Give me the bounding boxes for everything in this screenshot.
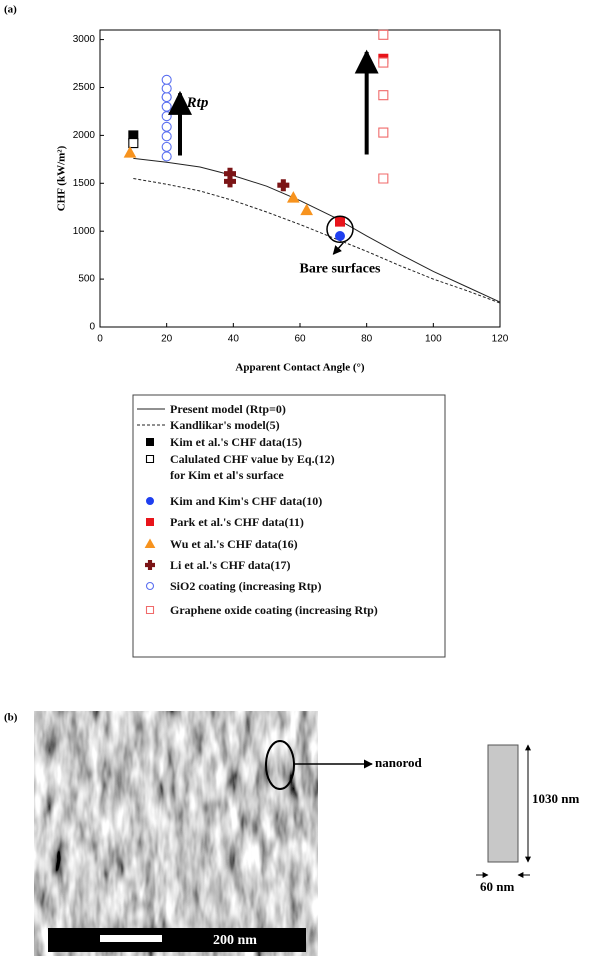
y-tick-label: 3000: [73, 34, 96, 45]
legend-marker: [146, 438, 154, 446]
point: [123, 146, 137, 158]
scale-bar: [100, 935, 162, 942]
x-tick-label: 120: [492, 334, 509, 345]
scale-label: 200 nm: [213, 933, 257, 948]
bare-circle: [326, 215, 354, 244]
point: [286, 191, 300, 203]
nanorod-label: nanorod: [375, 755, 422, 770]
legend-marker: [145, 581, 155, 591]
panel-label: (b): [4, 712, 18, 724]
model-line: [133, 157, 501, 303]
point: [300, 203, 314, 216]
width-label: 60 nm: [480, 879, 514, 894]
model-line: [133, 178, 501, 304]
point: [378, 57, 389, 68]
y-tick-label: 1500: [73, 178, 96, 189]
nanorod-schematic: [487, 744, 519, 863]
legend-marker: [144, 538, 156, 548]
x-tick-label: 80: [361, 334, 373, 345]
y-tick-label: 0: [89, 322, 95, 333]
panel-label: (a): [4, 4, 17, 16]
point: [161, 83, 172, 94]
point: [378, 127, 389, 138]
legend-marker: [145, 560, 155, 570]
legend-label: Li et al.'s CHF data(17): [170, 558, 291, 572]
scale-bar-bg: [48, 928, 306, 952]
point: [224, 175, 236, 188]
x-tick-label: 60: [294, 334, 306, 345]
point: [335, 216, 345, 227]
point: [161, 131, 172, 142]
legend-marker: [145, 454, 155, 464]
x-tick-label: 20: [161, 334, 173, 345]
bare-arrow: [332, 242, 344, 255]
point: [378, 90, 389, 101]
x-tick-label: 0: [97, 334, 103, 345]
legend-label: Calulated CHF value by Eq.(12) for Kim e…: [170, 452, 335, 482]
legend-box: [132, 394, 446, 658]
legend-marker: [146, 497, 154, 505]
legend-label: Kim and Kim's CHF data(10): [170, 494, 323, 508]
x-tick-label: 100: [425, 334, 442, 345]
height-label: 1030 nm: [532, 791, 579, 806]
legend-marker: [145, 605, 155, 615]
bare-label: Bare surfaces: [300, 262, 382, 277]
point: [378, 29, 389, 40]
x-tick-label: 40: [228, 334, 240, 345]
sem-image: [34, 711, 318, 956]
legend-label: Kim et al.'s CHF data(15): [170, 435, 302, 449]
nanorod-circle: [265, 740, 295, 790]
y-tick-label: 2500: [73, 82, 96, 93]
point: [161, 101, 172, 112]
y-tick-label: 1000: [73, 226, 96, 237]
x-axis-label: Apparent Contact Angle (°): [235, 362, 365, 374]
point: [161, 141, 172, 152]
legend-label: Graphene oxide coating (increasing Rtp): [170, 603, 378, 617]
point: [161, 111, 172, 122]
legend-label: SiO2 coating (increasing Rtp): [170, 579, 322, 593]
point: [378, 173, 389, 184]
point: [161, 121, 172, 132]
rtp-label: Rtp: [186, 95, 209, 111]
y-tick-label: 500: [78, 274, 95, 285]
point: [277, 179, 290, 192]
legend-label: Present model (Rtp=0): [170, 402, 286, 416]
y-axis-label: CHF (kW/m²): [56, 145, 68, 211]
legend-marker: [146, 518, 154, 526]
legend-label: Wu et al.'s CHF data(16): [170, 537, 298, 551]
legend-label: Park et al.'s CHF data(11): [170, 515, 304, 529]
y-tick-label: 2000: [73, 130, 96, 141]
plot-frame: [99, 29, 501, 328]
point: [128, 138, 139, 149]
legend-label: Kandlikar's model(5): [170, 418, 280, 432]
point: [161, 92, 172, 103]
point: [161, 151, 172, 162]
point: [335, 230, 345, 241]
point: [161, 74, 172, 85]
